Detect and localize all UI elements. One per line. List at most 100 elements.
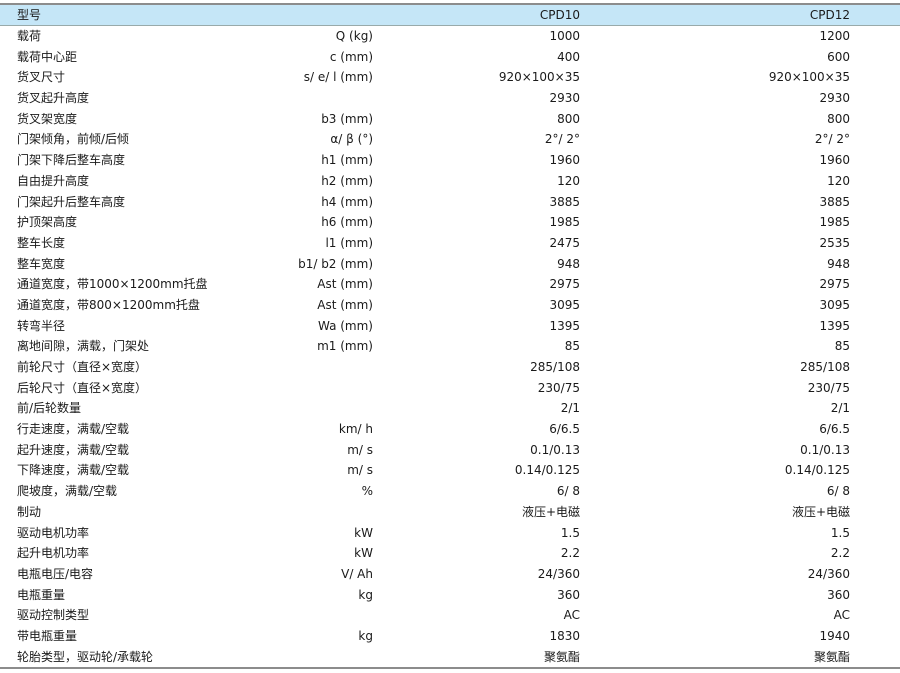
spec-label: 整车长度 bbox=[17, 235, 66, 250]
value-cpd12: 920×100×35 bbox=[768, 70, 850, 85]
value-cpd12: 1985 bbox=[819, 215, 850, 230]
value-cpd12: 聚氨酯 bbox=[813, 649, 850, 664]
spec-unit: s/ e/ l (mm) bbox=[303, 70, 373, 85]
table-row: 货叉起升高度 2930 2930 bbox=[0, 88, 900, 109]
table-row: 行走速度，满载/空载 km/ h 6/6.5 6/6.5 bbox=[0, 419, 900, 440]
value-cpd10: 1985 bbox=[549, 215, 580, 230]
value-cpd10: 6/6.5 bbox=[549, 422, 580, 437]
spec-unit: b1/ b2 (mm) bbox=[298, 256, 373, 271]
value-cpd12: 285/108 bbox=[800, 360, 850, 374]
spec-label: 带电瓶重量 bbox=[17, 628, 78, 643]
spec-unit: m/ s bbox=[347, 463, 373, 478]
spec-label: 起升速度，满载/空载 bbox=[17, 442, 130, 457]
value-cpd10: 2975 bbox=[549, 277, 580, 292]
spec-label: 转弯半径 bbox=[17, 318, 66, 333]
value-cpd10: 230/75 bbox=[537, 380, 580, 395]
table-row: 驱动电机功率 kW 1.5 1.5 bbox=[0, 523, 900, 544]
spec-unit: h2 (mm) bbox=[321, 173, 373, 188]
header-unit bbox=[195, 5, 373, 25]
table-row: 门架起升后整车高度 h4 (mm) 3885 3885 bbox=[0, 192, 900, 213]
value-cpd12: 2°/ 2° bbox=[814, 132, 850, 147]
spec-unit: m1 (mm) bbox=[317, 339, 373, 354]
spec-label: 起升电机功率 bbox=[17, 546, 90, 561]
spec-label: 载荷中心距 bbox=[17, 49, 78, 64]
spec-label: 通道宽度，带1000×1200mm托盘 bbox=[17, 277, 208, 292]
table-row: 自由提升高度 h2 (mm) 120 120 bbox=[0, 171, 900, 192]
value-cpd12: 液压+电磁 bbox=[791, 504, 850, 519]
value-cpd12: 1960 bbox=[819, 153, 850, 168]
spec-label: 驱动电机功率 bbox=[17, 525, 90, 540]
table-row: 门架倾角，前倾/后倾 α/ β (°) 2°/ 2° 2°/ 2° bbox=[0, 129, 900, 150]
spec-unit: h4 (mm) bbox=[321, 194, 373, 209]
spec-label: 门架下降后整车高度 bbox=[17, 153, 126, 168]
value-cpd10: 2°/ 2° bbox=[544, 132, 580, 147]
spec-unit: h6 (mm) bbox=[321, 215, 373, 230]
value-cpd10: 360 bbox=[557, 587, 580, 602]
spec-unit bbox=[195, 502, 373, 523]
table-header: 型号 CPD10 CPD12 bbox=[0, 5, 900, 26]
spec-label: 前/后轮数量 bbox=[17, 401, 82, 416]
table-row: 带电瓶重量 kg 1830 1940 bbox=[0, 626, 900, 647]
table-row: 货叉尺寸 s/ e/ l (mm) 920×100×35 920×100×35 bbox=[0, 67, 900, 88]
spec-table: 型号 CPD10 CPD12 载荷 Q (kg) 1000 1200 载荷中心距 c (m… bbox=[0, 3, 900, 670]
spec-unit bbox=[195, 88, 373, 109]
spec-unit bbox=[195, 357, 373, 378]
value-cpd10: 1.5 bbox=[560, 525, 580, 540]
value-cpd10: 120 bbox=[557, 173, 580, 188]
spec-label: 轮胎类型，驱动轮/承载轮 bbox=[17, 649, 154, 664]
table-body: 载荷 Q (kg) 1000 1200 载荷中心距 c (mm) 400 600 货叉尺寸 s/ … bbox=[0, 26, 900, 667]
spec-unit bbox=[195, 378, 373, 399]
table-row: 离地间隙，满载，门架处 m1 (mm) 85 85 bbox=[0, 336, 900, 357]
value-cpd12: 230/75 bbox=[807, 380, 850, 395]
value-cpd12: 948 bbox=[827, 256, 850, 271]
table-row: 后轮尺寸（直径×宽度） 230/75 230/75 bbox=[0, 378, 900, 399]
spec-unit bbox=[195, 605, 373, 626]
table-row: 驱动控制类型 AC AC bbox=[0, 605, 900, 626]
value-cpd12: 2975 bbox=[819, 277, 850, 292]
value-cpd12: 600 bbox=[827, 49, 850, 64]
value-cpd10: 400 bbox=[557, 49, 580, 64]
table-row: 下降速度，满载/空载 m/ s 0.14/0.125 0.14/0.125 bbox=[0, 460, 900, 481]
value-cpd10: 液压+电磁 bbox=[521, 504, 580, 519]
value-cpd12: 0.1/0.13 bbox=[800, 442, 850, 457]
spec-unit: kW bbox=[354, 546, 373, 561]
value-cpd10: 920×100×35 bbox=[498, 70, 580, 85]
header-model-cpd10: CPD10 bbox=[539, 8, 580, 22]
spec-unit: % bbox=[361, 484, 373, 499]
table-row: 电瓶电压/电容 V/ Ah 24/360 24/360 bbox=[0, 564, 900, 585]
value-cpd12: 360 bbox=[827, 587, 850, 602]
header-model-cpd12: CPD12 bbox=[809, 8, 850, 22]
spec-label: 护顶架高度 bbox=[17, 215, 78, 230]
value-cpd12: 2930 bbox=[819, 91, 850, 106]
value-cpd12: 1940 bbox=[819, 628, 850, 643]
table-row: 护顶架高度 h6 (mm) 1985 1985 bbox=[0, 212, 900, 233]
value-cpd12: 120 bbox=[827, 173, 850, 188]
value-cpd10: 285/108 bbox=[530, 360, 580, 374]
table-row: 门架下降后整车高度 h1 (mm) 1960 1960 bbox=[0, 150, 900, 171]
table-row: 起升速度，满载/空载 m/ s 0.1/0.13 0.1/0.13 bbox=[0, 440, 900, 461]
value-cpd12: 3885 bbox=[819, 194, 850, 209]
value-cpd10: 85 bbox=[564, 339, 580, 354]
spec-unit: Wa (mm) bbox=[317, 318, 373, 333]
spec-unit: l1 (mm) bbox=[325, 235, 373, 250]
value-cpd12: 2.2 bbox=[830, 546, 850, 561]
value-cpd12: 1395 bbox=[819, 318, 850, 333]
spec-unit: m/ s bbox=[347, 442, 373, 457]
value-cpd10: 6/ 8 bbox=[556, 484, 580, 499]
table-row: 前/后轮数量 2/1 2/1 bbox=[0, 398, 900, 419]
value-cpd12: 3095 bbox=[819, 297, 850, 312]
value-cpd10: 3095 bbox=[549, 297, 580, 312]
value-cpd10: 1830 bbox=[549, 628, 580, 643]
value-cpd10: AC bbox=[563, 608, 580, 623]
table-row: 起升电机功率 kW 2.2 2.2 bbox=[0, 543, 900, 564]
spec-label: 自由提升高度 bbox=[17, 173, 90, 188]
spec-unit: c (mm) bbox=[329, 49, 373, 64]
value-cpd12: 2535 bbox=[819, 235, 850, 250]
value-cpd10: 0.14/0.125 bbox=[514, 463, 580, 478]
spec-label: 货叉架宽度 bbox=[17, 111, 78, 126]
table-row: 制动 液压+电磁 液压+电磁 bbox=[0, 502, 900, 523]
value-cpd12: 800 bbox=[827, 111, 850, 126]
spec-label: 门架倾角，前倾/后倾 bbox=[17, 132, 130, 147]
value-cpd10: 1000 bbox=[549, 29, 580, 43]
spec-label: 载荷 bbox=[17, 29, 42, 43]
